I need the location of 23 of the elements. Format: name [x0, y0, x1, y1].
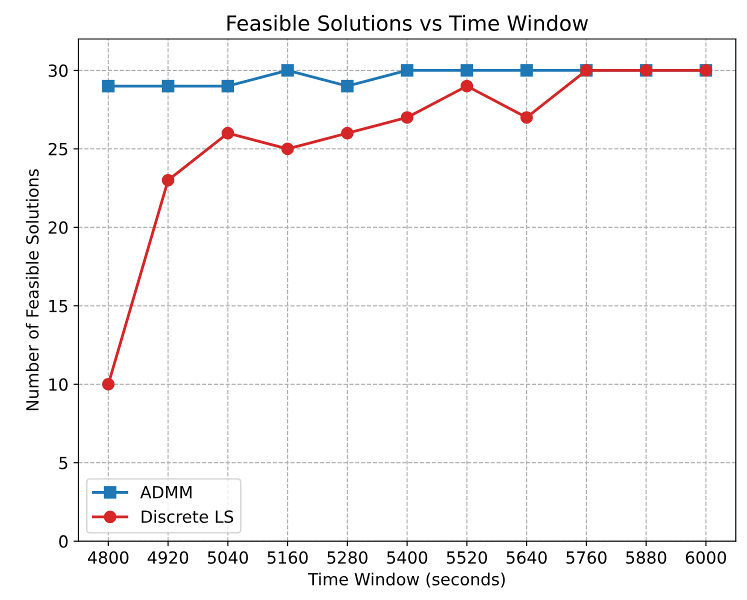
y-tick-label: 10	[49, 378, 68, 391]
y-tick-label: 20	[48, 221, 68, 234]
legend-label: ADMM	[140, 486, 192, 498]
x-axis-title: Time Window (seconds)	[308, 572, 505, 588]
x-tick-label: 4800	[88, 551, 128, 564]
x-tick-label: 5880	[626, 551, 666, 564]
y-tick-label: 15	[49, 300, 68, 312]
x-tick-label: 5160	[268, 551, 308, 564]
x-tick-label: 6000	[686, 551, 726, 564]
y-tick-label: 5	[59, 456, 68, 470]
legend-label: Discrete LS	[142, 510, 234, 523]
x-tick-label: 4920	[148, 551, 188, 564]
y-tick-label: 0	[59, 535, 68, 548]
y-tick-label: 25	[48, 142, 68, 156]
x-tick-label: 5760	[566, 551, 606, 564]
y-tick-label: 30	[48, 64, 68, 77]
x-tick-label: 5040	[208, 551, 248, 564]
x-tick-label: 5400	[387, 551, 428, 564]
y-axis-title: Number of Feasible Solutions	[26, 169, 39, 410]
x-tick-label: 5520	[446, 551, 487, 564]
x-tick-label: 5280	[327, 551, 368, 564]
x-tick-label: 5640	[506, 551, 547, 564]
chart-title: Feasible Solutions vs Time Window	[227, 14, 588, 31]
